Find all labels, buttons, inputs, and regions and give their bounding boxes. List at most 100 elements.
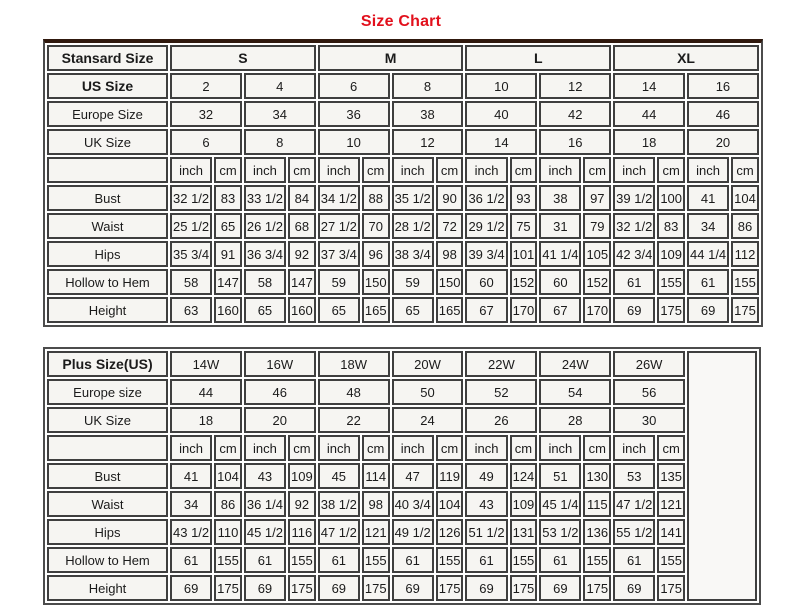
value-cell: 34 bbox=[243, 101, 316, 127]
table-row: Hollow to Hem 58 147 58 147 59 150 59 150 60 152 60… bbox=[47, 269, 759, 295]
value-cell: 155 bbox=[509, 547, 538, 573]
value-cell: 53 1/2 bbox=[539, 519, 582, 545]
value-cell: 104 bbox=[214, 463, 242, 489]
table-row: Height 63 160 65 160 65 165 65 165 67 170 67 170 69 17… bbox=[47, 297, 759, 323]
value-cell: 131 bbox=[509, 519, 538, 545]
value-cell: 30 bbox=[613, 407, 686, 433]
value-cell: 155 bbox=[731, 269, 759, 295]
value-cell: 110 bbox=[214, 519, 242, 545]
value-cell: 65 bbox=[391, 297, 434, 323]
value-cell: 105 bbox=[583, 241, 612, 267]
value-cell: 28 bbox=[539, 407, 612, 433]
table-row: Height 69 175 69 175 69 175 69 175 69 175 69 175 69 17… bbox=[47, 575, 757, 601]
table-row: Hips 43 1/2 110 45 1/2 116 47 1/2 121 49 1/2 126… bbox=[47, 519, 757, 545]
value-cell: 50 bbox=[391, 379, 464, 405]
value-cell: 175 bbox=[288, 575, 316, 601]
row-label-cell: Height bbox=[47, 297, 168, 323]
value-cell: 84 bbox=[288, 185, 316, 211]
value-cell: 46 bbox=[687, 101, 759, 127]
value-cell: 175 bbox=[583, 575, 612, 601]
value-cell: 98 bbox=[361, 491, 390, 517]
value-cell: 86 bbox=[214, 491, 242, 517]
value-cell: 165 bbox=[435, 297, 464, 323]
unit-cell: inch bbox=[391, 157, 434, 183]
value-cell: 141 bbox=[657, 519, 686, 545]
value-cell: 4 bbox=[243, 73, 316, 99]
value-cell: 38 1/2 bbox=[317, 491, 360, 517]
unit-cell: cm bbox=[657, 435, 686, 461]
unit-cell: inch bbox=[170, 157, 213, 183]
value-cell: 56 bbox=[613, 379, 686, 405]
value-cell: 41 bbox=[170, 463, 213, 489]
value-cell: 93 bbox=[509, 185, 538, 211]
value-cell: 104 bbox=[731, 185, 759, 211]
value-cell: 126 bbox=[435, 519, 464, 545]
row-label-cell-blank bbox=[47, 435, 168, 461]
row-label-cell: Waist bbox=[47, 213, 168, 239]
empty-column-cell bbox=[687, 351, 758, 601]
value-cell: 61 bbox=[391, 547, 434, 573]
table-row: UK Size 6 8 10 12 14 16 18 20 bbox=[47, 129, 759, 155]
value-cell: 155 bbox=[288, 547, 316, 573]
unit-cell: inch bbox=[465, 435, 508, 461]
value-cell: 147 bbox=[288, 269, 316, 295]
value-cell: 65 bbox=[317, 297, 360, 323]
value-cell: 43 bbox=[465, 491, 508, 517]
value-cell: 96 bbox=[361, 241, 390, 267]
value-cell: 86 bbox=[731, 213, 759, 239]
unit-cell: cm bbox=[731, 157, 759, 183]
value-cell: 48 bbox=[317, 379, 390, 405]
value-cell: 34 bbox=[687, 213, 730, 239]
value-cell: 152 bbox=[509, 269, 538, 295]
value-cell: 2 bbox=[170, 73, 242, 99]
value-cell: 61 bbox=[613, 547, 656, 573]
value-cell: 79 bbox=[583, 213, 612, 239]
value-cell: 135 bbox=[657, 463, 686, 489]
value-cell: 58 bbox=[243, 269, 287, 295]
value-cell: 61 bbox=[613, 269, 656, 295]
value-cell: 69 bbox=[317, 575, 360, 601]
value-cell: 39 3/4 bbox=[465, 241, 508, 267]
value-cell: 101 bbox=[509, 241, 538, 267]
value-cell: 69 bbox=[243, 575, 287, 601]
value-cell: 45 bbox=[317, 463, 360, 489]
value-cell: 26 bbox=[465, 407, 538, 433]
value-cell: 35 3/4 bbox=[170, 241, 213, 267]
value-cell: 38 bbox=[391, 101, 464, 127]
value-cell: 155 bbox=[361, 547, 390, 573]
row-label-cell: Plus Size(US) bbox=[47, 351, 168, 377]
row-label-cell: Europe Size bbox=[47, 101, 168, 127]
size-header-cell: 22W bbox=[465, 351, 538, 377]
table-row: Europe Size 32 34 36 38 40 42 44 46 bbox=[47, 101, 759, 127]
value-cell: 61 bbox=[687, 269, 730, 295]
standard-size-table: Stansard Size S M L XL US Size 2 4 6 8 10 12 14 16 Eur… bbox=[43, 39, 763, 327]
value-cell: 6 bbox=[170, 129, 242, 155]
unit-cell: cm bbox=[435, 435, 464, 461]
value-cell: 16 bbox=[539, 129, 612, 155]
value-cell: 37 3/4 bbox=[317, 241, 360, 267]
row-label-cell: Height bbox=[47, 575, 168, 601]
table-row: UK Size 18 20 22 24 26 28 30 bbox=[47, 407, 757, 433]
value-cell: 70 bbox=[361, 213, 390, 239]
value-cell: 44 1/4 bbox=[687, 241, 730, 267]
unit-cell: cm bbox=[288, 157, 316, 183]
value-cell: 6 bbox=[317, 73, 390, 99]
row-label-cell: Hips bbox=[47, 519, 168, 545]
value-cell: 83 bbox=[657, 213, 686, 239]
table-row: inch cm inch cm inch cm inch cm inch cm inch cm inch… bbox=[47, 435, 757, 461]
size-header-cell: 24W bbox=[539, 351, 612, 377]
row-label-cell: Hollow to Hem bbox=[47, 269, 168, 295]
value-cell: 130 bbox=[583, 463, 612, 489]
value-cell: 175 bbox=[214, 575, 242, 601]
value-cell: 124 bbox=[509, 463, 538, 489]
value-cell: 31 bbox=[539, 213, 582, 239]
row-label-cell: Hollow to Hem bbox=[47, 547, 168, 573]
value-cell: 8 bbox=[391, 73, 464, 99]
value-cell: 109 bbox=[657, 241, 686, 267]
value-cell: 36 1/4 bbox=[243, 491, 287, 517]
unit-cell: cm bbox=[214, 157, 242, 183]
table-row: Waist 34 86 36 1/4 92 38 1/2 98 40 3/4 104 43 109 4… bbox=[47, 491, 757, 517]
value-cell: 32 1/2 bbox=[170, 185, 213, 211]
value-cell: 98 bbox=[435, 241, 464, 267]
value-cell: 65 bbox=[243, 297, 287, 323]
